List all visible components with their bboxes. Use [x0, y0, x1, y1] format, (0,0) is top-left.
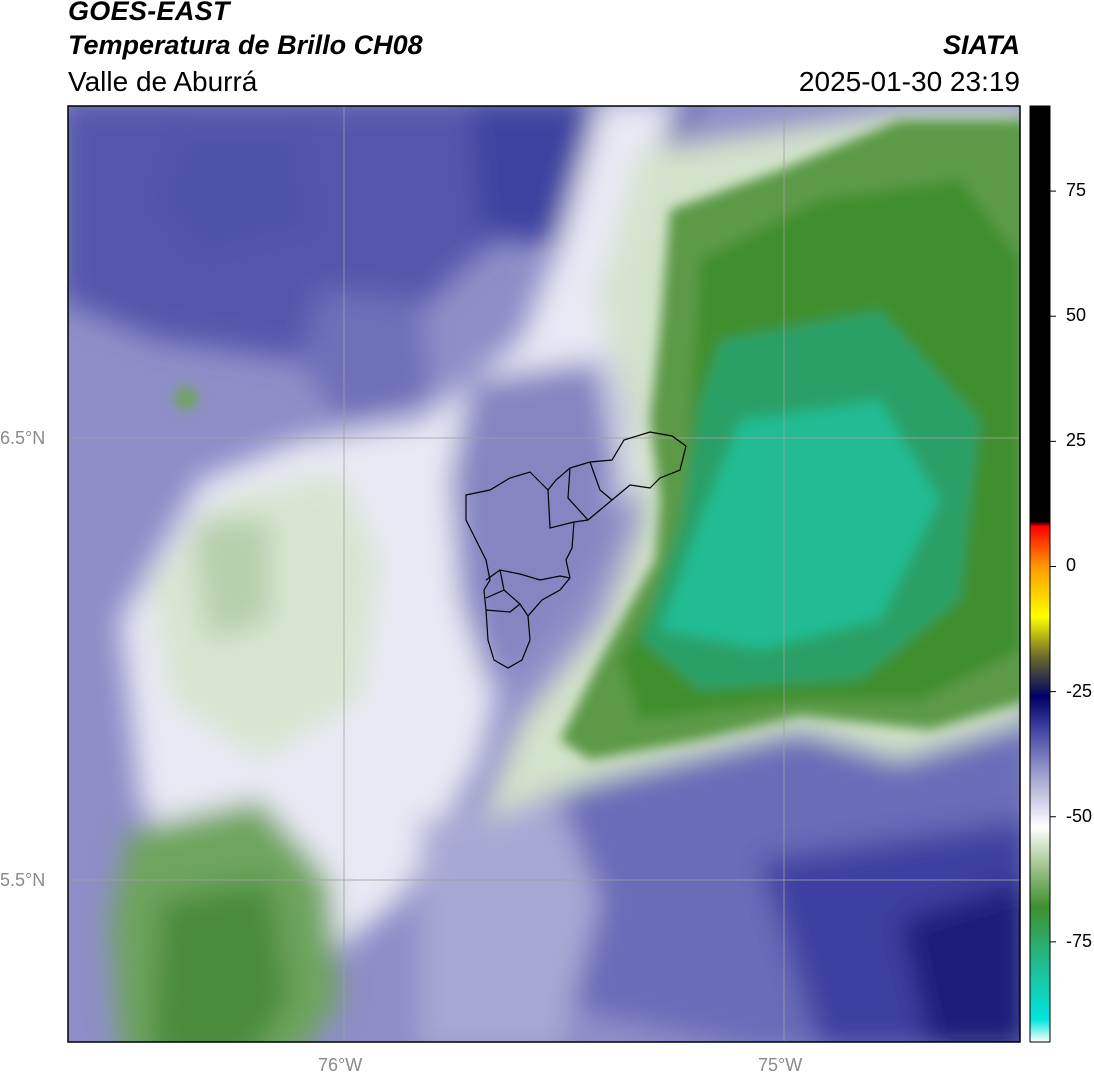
- region-title: Valle de Aburrá: [68, 66, 258, 97]
- colorbar-tick-label: -50: [1066, 805, 1093, 826]
- colorbar-tick-label: -25: [1066, 680, 1093, 701]
- colorbar-ticks: [1050, 190, 1056, 943]
- field-mid-left-blob: [300, 290, 430, 420]
- graticule: [68, 106, 1020, 1042]
- product-title: Temperatura de Brillo CH08: [68, 30, 423, 60]
- organization-label: SIATA: [943, 30, 1020, 60]
- boundary-bello: [547, 489, 575, 529]
- field-small-cell: [174, 386, 198, 410]
- lon-tick-76w: 76°W: [318, 1055, 363, 1075]
- colorbar-tick-label: 75: [1066, 180, 1087, 201]
- boundary-medellin-south: [485, 569, 571, 581]
- boundary-copacabana: [567, 467, 589, 521]
- boundary-girardota: [589, 461, 613, 501]
- field-lower-left-green-core: [151, 880, 290, 1042]
- field-upper-left-blob: [150, 130, 320, 260]
- field-valley-purple: [450, 360, 620, 690]
- lat-tick-5-5: 5.5°N: [0, 870, 46, 890]
- colorbar-tick-label: 0: [1066, 555, 1077, 576]
- field-cell-teal-core: [660, 400, 940, 650]
- colorbar-tick-label: 25: [1066, 430, 1087, 451]
- brightness-temperature-field: [68, 106, 1020, 1042]
- field-lower-lavender: [420, 800, 600, 1042]
- colorbar-fill: [1030, 106, 1050, 1042]
- timestamp-label: 2025-01-30 23:19: [798, 66, 1020, 97]
- colorbar-tick-label: -75: [1066, 930, 1093, 951]
- colorbar-tick-label: 50: [1066, 305, 1087, 326]
- boundary-caldas: [485, 603, 521, 613]
- aburra-municipal-boundaries: [465, 431, 687, 669]
- map-frame: [67, 105, 1021, 1043]
- lat-tick-6-5: 6.5°N: [0, 428, 46, 448]
- satellite-title: GOES-EAST: [68, 0, 230, 26]
- field-corner-navy: [900, 883, 1020, 1042]
- lon-tick-75w: 75°W: [758, 1055, 803, 1075]
- field-white-band: [120, 106, 678, 980]
- colorbar-frame: [1029, 105, 1051, 1043]
- field-light-green-core: [190, 520, 270, 640]
- colorbar: [1029, 105, 1056, 1043]
